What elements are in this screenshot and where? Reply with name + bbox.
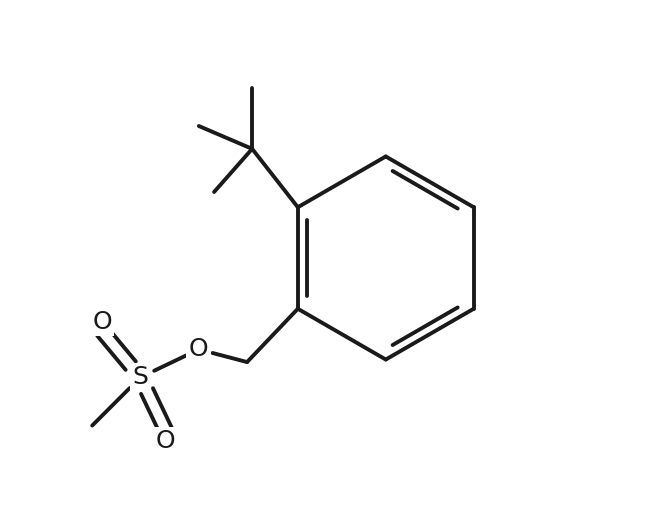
Text: O: O	[189, 337, 208, 361]
Text: O: O	[156, 429, 176, 453]
Text: S: S	[133, 365, 148, 389]
Text: O: O	[92, 311, 112, 334]
